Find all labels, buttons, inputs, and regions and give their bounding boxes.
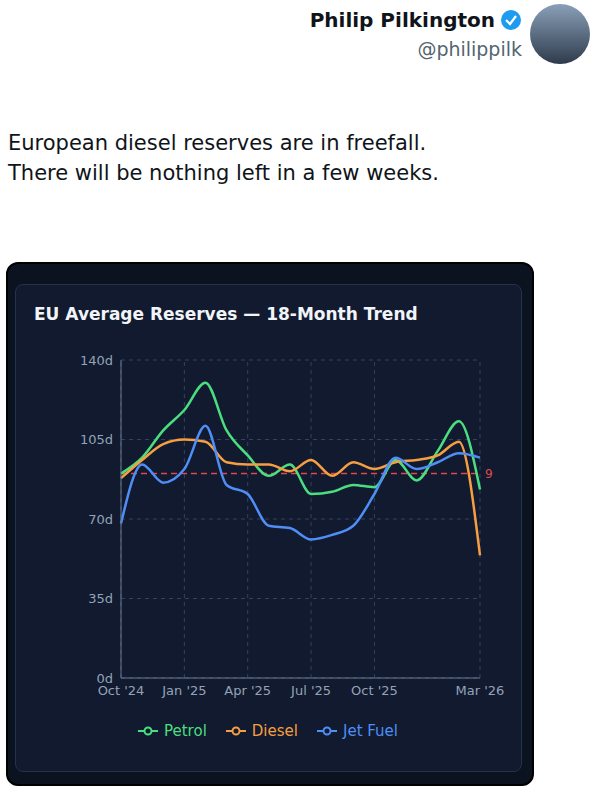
svg-text:105d: 105d: [80, 432, 113, 447]
svg-text:0d: 0d: [96, 671, 113, 686]
svg-text:Mar '26: Mar '26: [456, 683, 505, 698]
html-text:EU Average Reserves — 18-Month: EU Average Reserves — 18-Month Trend: [34, 304, 418, 324]
svg-text:Oct '24: Oct '24: [97, 683, 145, 699]
html-text:Petrol: Petrol: [164, 722, 207, 740]
svg-text:Apr '25: Apr '25: [224, 683, 271, 698]
html-text:Philip Pilkington: Philip Pilkington: [309, 8, 495, 32]
svg-text:140d: 140d: [80, 353, 113, 368]
html-text:Diesel: Diesel: [251, 722, 298, 740]
svg-text:Jul '25: Jul '25: [290, 683, 331, 698]
html-text:There will be nothing left in: There will be nothing left in a few week…: [8, 161, 439, 185]
svg-text:70d: 70d: [88, 512, 113, 527]
svg-text:9: 9: [485, 467, 493, 481]
html-text:@philippilk: @philippilk: [417, 38, 522, 60]
html-text:European diesel reserves are i: European diesel reserves are in freefall…: [8, 131, 427, 155]
svg-text:35d: 35d: [88, 591, 113, 606]
svg-text:Oct '25: Oct '25: [351, 683, 398, 698]
html-text:Jet Fuel: Jet Fuel: [343, 722, 398, 740]
svg-text:Jan '25: Jan '25: [161, 683, 206, 698]
